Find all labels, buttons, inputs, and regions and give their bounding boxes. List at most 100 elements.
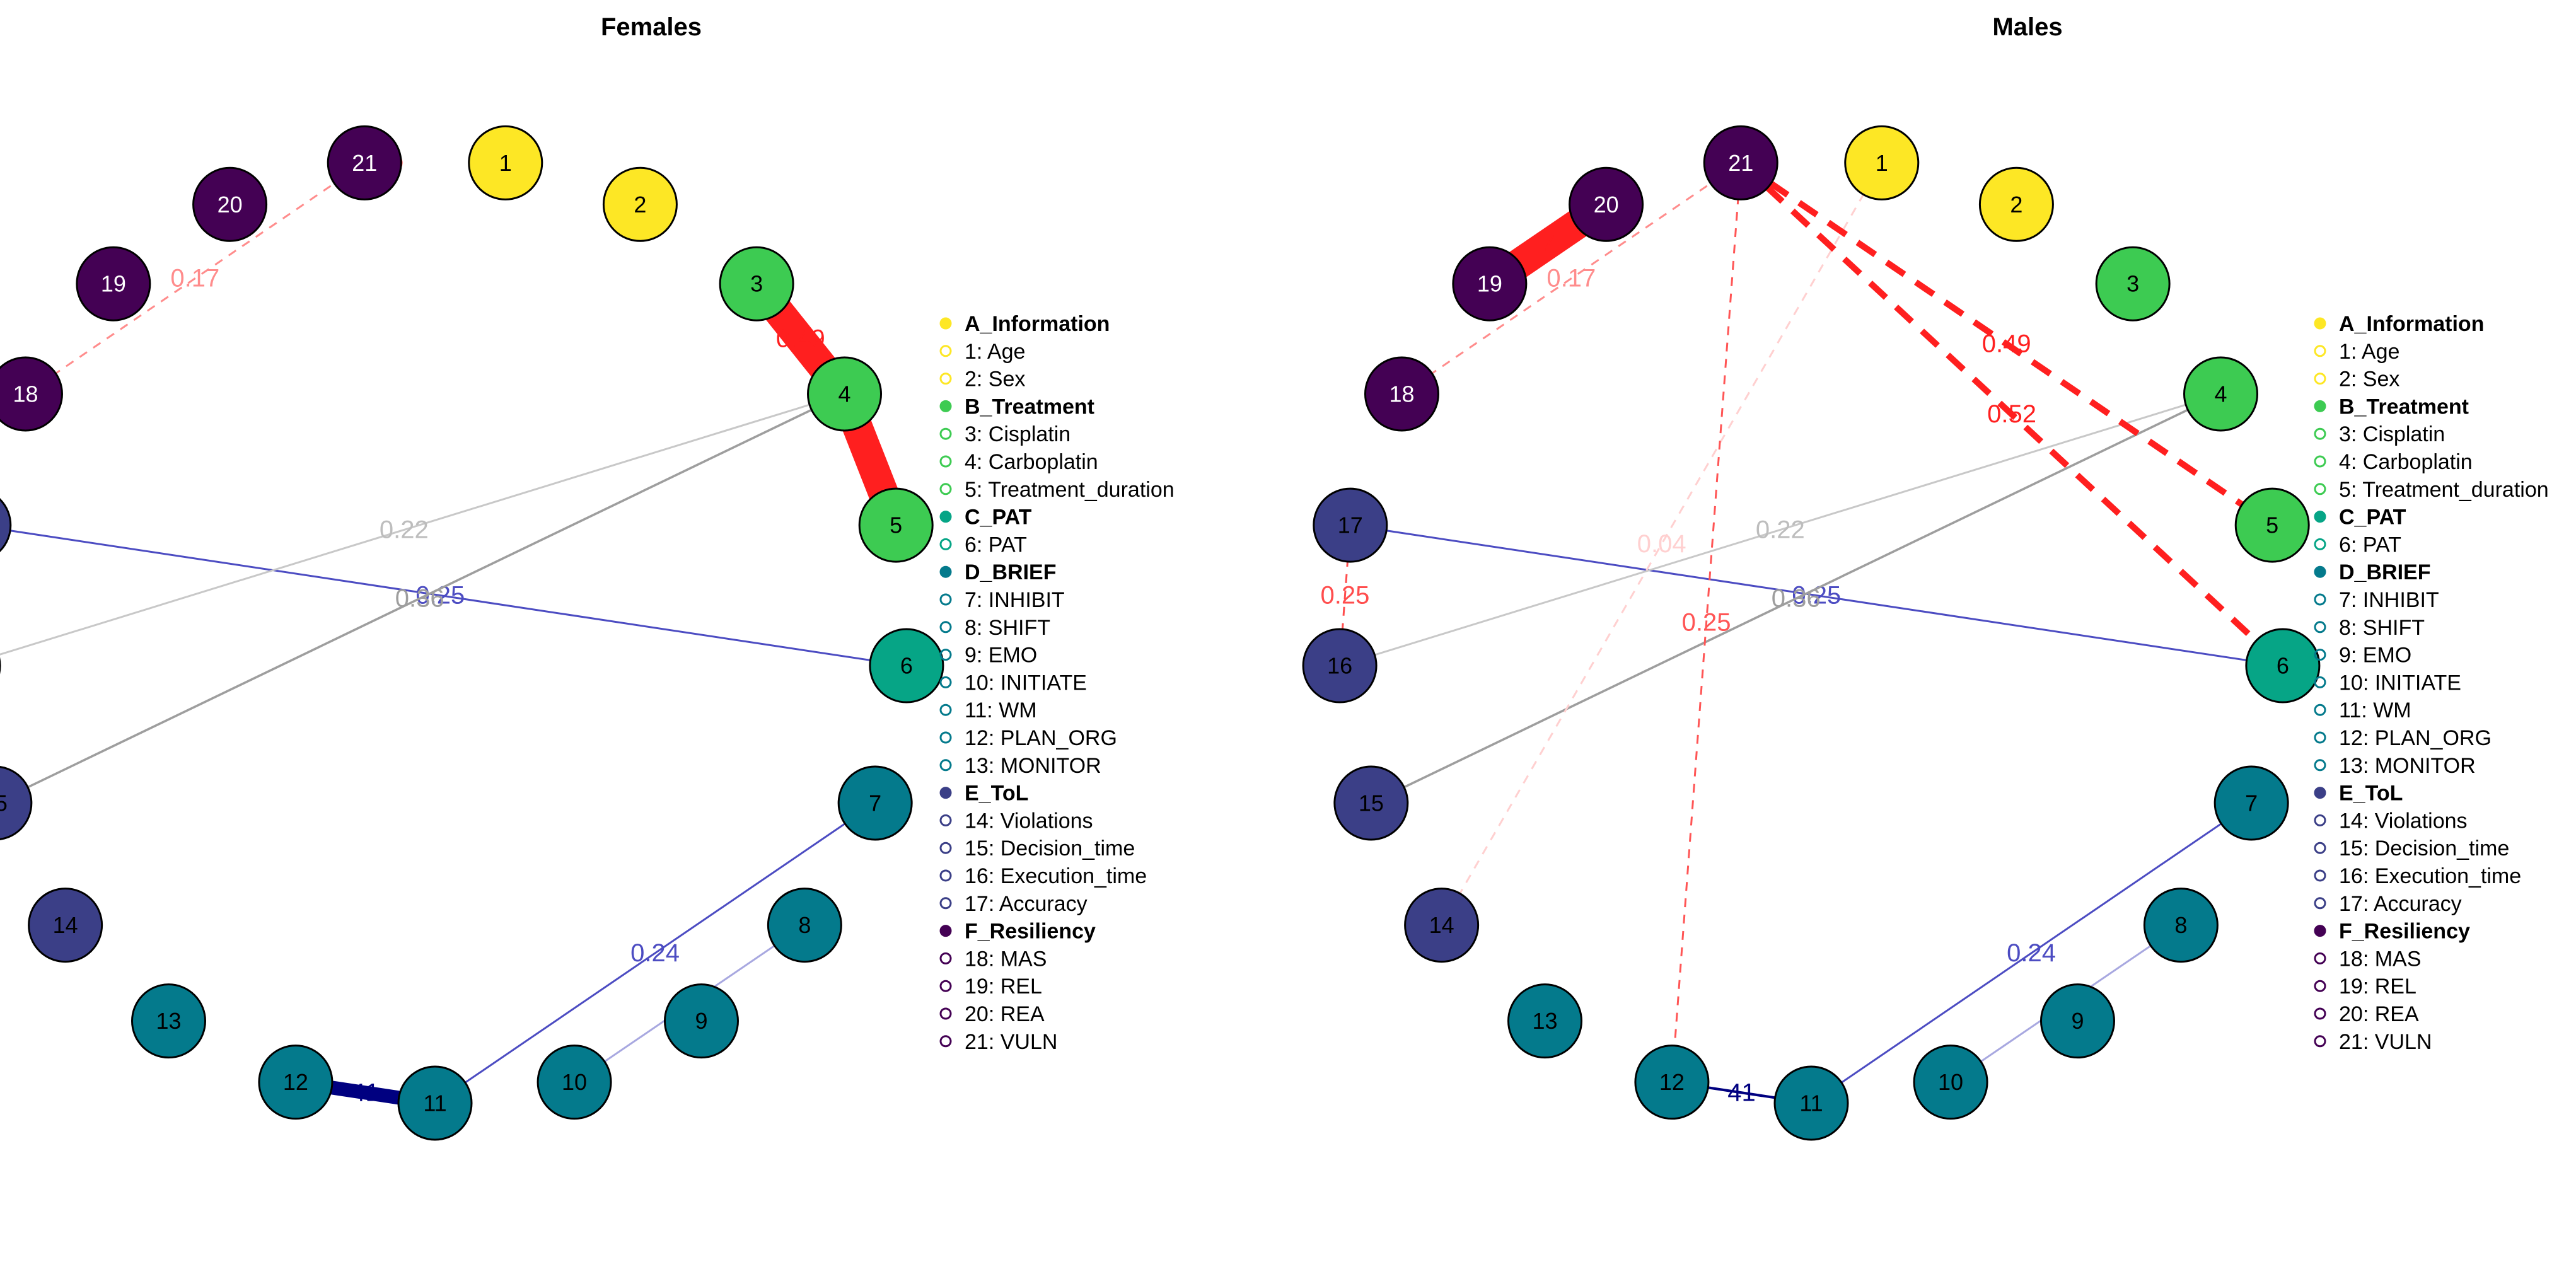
edge-18-21: [1401, 162, 1742, 395]
legend-marker: [2314, 427, 2326, 440]
node-label-2: 2: [2010, 192, 2022, 217]
legend-marker: [939, 869, 952, 882]
edge-label-15-4: 0.36: [395, 585, 444, 613]
legend-item-label: 9: EMO: [2339, 644, 2411, 668]
node-4: [807, 356, 883, 432]
legend-marker: [939, 593, 952, 606]
legend-marker: [2314, 483, 2326, 495]
node-6: [869, 628, 944, 703]
node-label-12: 12: [1659, 1069, 1685, 1095]
legend-marker: [2314, 731, 2326, 744]
legend-marker: [2314, 373, 2326, 385]
legend-marker: [939, 814, 952, 826]
legend-item-label: 3: Cisplatin: [965, 422, 1070, 446]
legend-marker: [2314, 455, 2326, 468]
legend-marker: [2314, 649, 2326, 661]
node-2: [1978, 166, 2054, 242]
node-label-14: 14: [53, 912, 78, 938]
legend-males: A_Information 1: Age 2: Sex B_Treatment 3: C…: [2314, 312, 2549, 1054]
node-14: [1404, 888, 1480, 963]
legend-item-label: 6: PAT: [965, 533, 1027, 557]
legend-marker: [939, 400, 952, 412]
node-11: [397, 1065, 473, 1141]
legend-marker: [2314, 317, 2326, 330]
legend-group-label: F_Resiliency: [2339, 920, 2470, 944]
legend-group-label: B_Treatment: [965, 395, 1094, 419]
legend-item-label: 7: INHIBIT: [965, 588, 1065, 612]
legend-item-label: 11: WM: [2339, 698, 2411, 722]
node-11: [1773, 1065, 1849, 1141]
node-label-4: 4: [2215, 381, 2227, 407]
legend-marker: [2314, 538, 2326, 550]
edge-21-6: [1738, 160, 2285, 668]
node-label-18: 18: [1389, 381, 1414, 407]
legend-item-label: 20: REA: [2339, 1002, 2419, 1026]
node-label-5: 5: [890, 512, 902, 538]
legend-marker: [939, 345, 952, 357]
node-14: [28, 888, 103, 963]
node-6: [2245, 628, 2321, 703]
legend-item-label: 15: Decision_time: [2339, 837, 2509, 860]
node-label-13: 13: [156, 1008, 181, 1034]
legend-group-label: C_PAT: [965, 506, 1032, 530]
edge-label-12-11: 41: [1727, 1079, 1756, 1106]
legend-marker: [939, 621, 952, 634]
edge-label-11-7: 0.24: [2007, 939, 2056, 967]
network-panel-males: 0.250.220.360.240410.040.250.490.520.250…: [1302, 125, 2321, 1141]
edge-3-4: [757, 288, 844, 390]
node-21: [327, 125, 402, 200]
legend-group-label: D_BRIEF: [2339, 560, 2430, 584]
legend-marker: [2314, 1035, 2326, 1048]
node-label-11: 11: [423, 1091, 446, 1116]
legend-item-label: 11: WM: [965, 698, 1037, 722]
node-19: [1452, 246, 1528, 321]
node-label-20: 20: [1594, 192, 1619, 217]
legend-marker: [939, 317, 952, 330]
node-18: [1364, 356, 1439, 432]
node-1: [468, 125, 543, 200]
node-3: [2095, 246, 2171, 321]
legend-item-label: 17: Accuracy: [965, 892, 1088, 916]
edge-label-16-4: 0.22: [1756, 516, 1805, 544]
legend-marker: [2314, 565, 2326, 578]
edge-label-11-7: 0.24: [630, 939, 680, 967]
node-21: [1703, 125, 1778, 200]
legend-item-label: 2: Sex: [965, 368, 1025, 391]
legend-marker: [2314, 703, 2326, 716]
node-13: [1507, 983, 1583, 1059]
legend-item-label: 10: INITIATE: [965, 671, 1087, 695]
legend-marker: [2314, 759, 2326, 772]
legend-item-label: 4: Carboplatin: [965, 450, 1098, 474]
edge-label-19-20: 7: [1541, 230, 1555, 258]
edge-11-7: [434, 802, 876, 1104]
node-label-5: 5: [2266, 512, 2278, 538]
legend-marker: [2314, 869, 2326, 882]
node-12: [258, 1045, 334, 1120]
edge-label-12-11: 41: [351, 1079, 380, 1106]
node-label-7: 7: [2245, 790, 2258, 816]
node-label-15: 15: [0, 790, 8, 816]
node-20: [1569, 166, 1644, 242]
node-17: [0, 498, 12, 553]
node-label-10: 10: [1938, 1069, 1963, 1095]
edge-label-18-21: 0.17: [1546, 265, 1596, 292]
legend-marker: [939, 511, 952, 523]
node-label-7: 7: [869, 790, 881, 816]
legend-item-label: 21: VULN: [965, 1030, 1057, 1054]
node-label-6: 6: [900, 653, 913, 679]
legend-females: A_Information 1: Age 2: Sex B_Treatment 3: C…: [939, 312, 1175, 1054]
legend-marker: [939, 1007, 952, 1020]
legend-item-label: 18: MAS: [965, 947, 1047, 971]
node-10: [1913, 1045, 1988, 1120]
legend-item-label: 7: INHIBIT: [2339, 588, 2439, 612]
legend-item-label: 5: Treatment_duration: [965, 478, 1175, 502]
edge-11-7: [1811, 802, 2253, 1104]
node-label-17: 17: [1338, 512, 1363, 538]
edge-19-20: [1495, 203, 1601, 285]
legend-item-label: 10: INITIATE: [2339, 671, 2461, 695]
node-label-10: 10: [562, 1069, 587, 1095]
edge-4-5: [838, 402, 902, 517]
legend-group-label: D_BRIEF: [965, 560, 1056, 584]
legend-marker: [2314, 842, 2326, 854]
legend-marker: [939, 703, 952, 716]
